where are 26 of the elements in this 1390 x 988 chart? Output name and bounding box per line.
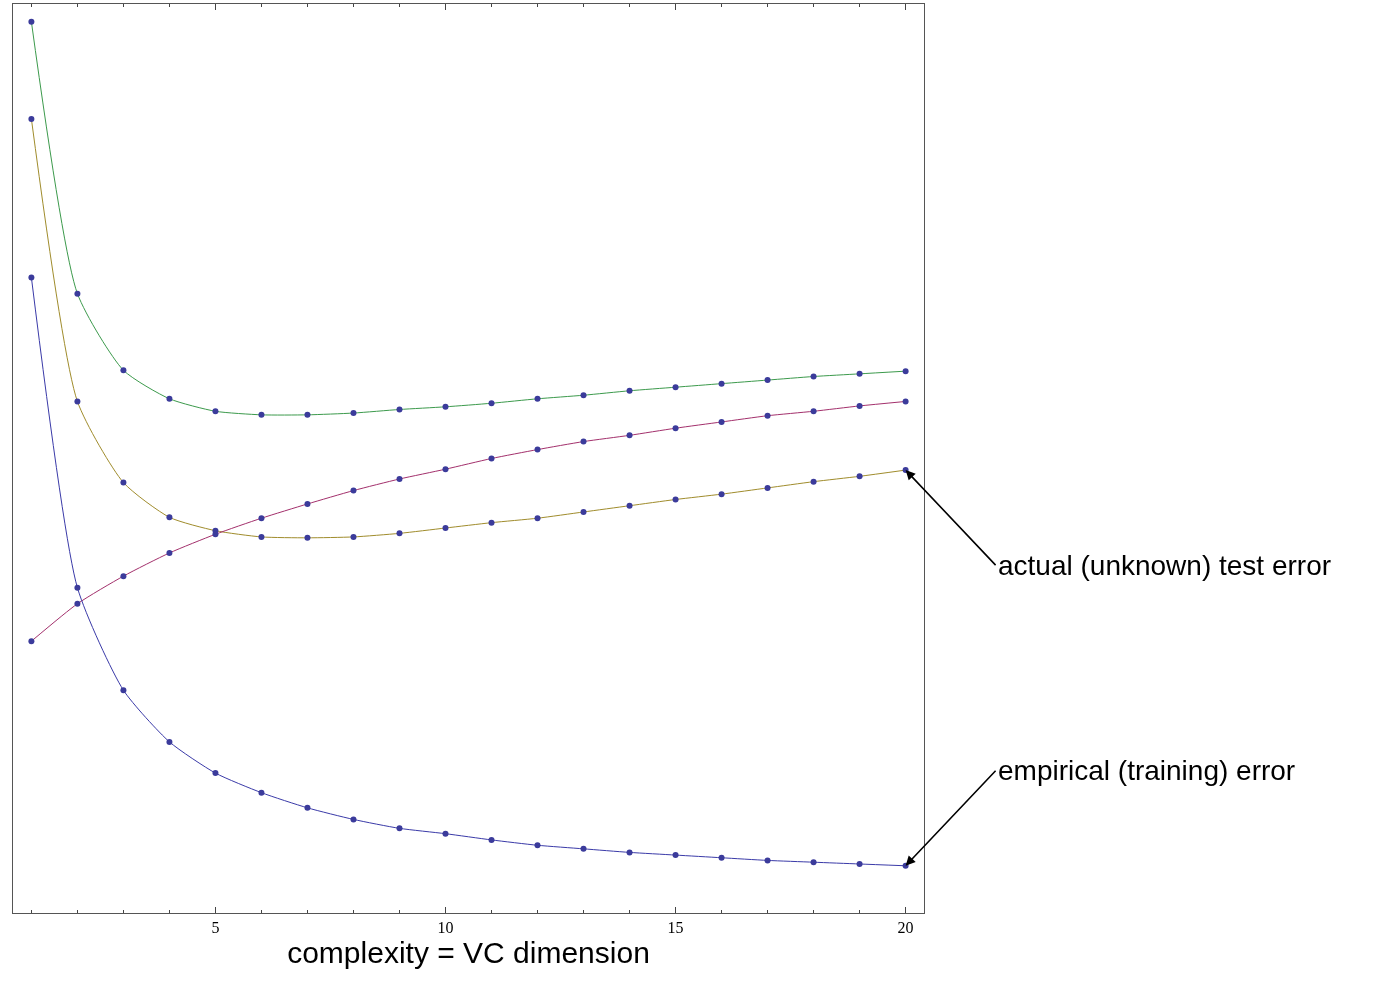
point (350, 816, 357, 823)
point (258, 789, 265, 796)
point (488, 836, 495, 843)
x-axis-title: complexity = VC dimension (287, 936, 650, 970)
annotation: actual (unknown) test error (998, 550, 1332, 581)
point (764, 857, 771, 864)
point (304, 804, 311, 811)
x-tick-label: 15 (667, 919, 684, 937)
point (28, 274, 35, 281)
annotation: empirical (training) error (998, 755, 1296, 786)
point (74, 584, 81, 591)
point (166, 738, 173, 745)
point (810, 859, 817, 866)
x-tick-label: 20 (897, 919, 914, 937)
point (442, 830, 449, 837)
point (534, 842, 541, 849)
x-tick-label: 5 (211, 919, 220, 937)
point (396, 825, 403, 832)
point (856, 860, 863, 867)
point (672, 852, 679, 859)
point (626, 849, 633, 856)
point (212, 770, 219, 777)
point (120, 687, 127, 694)
x-tick-label: 10 (437, 919, 454, 937)
point (580, 845, 587, 852)
point (718, 854, 725, 861)
